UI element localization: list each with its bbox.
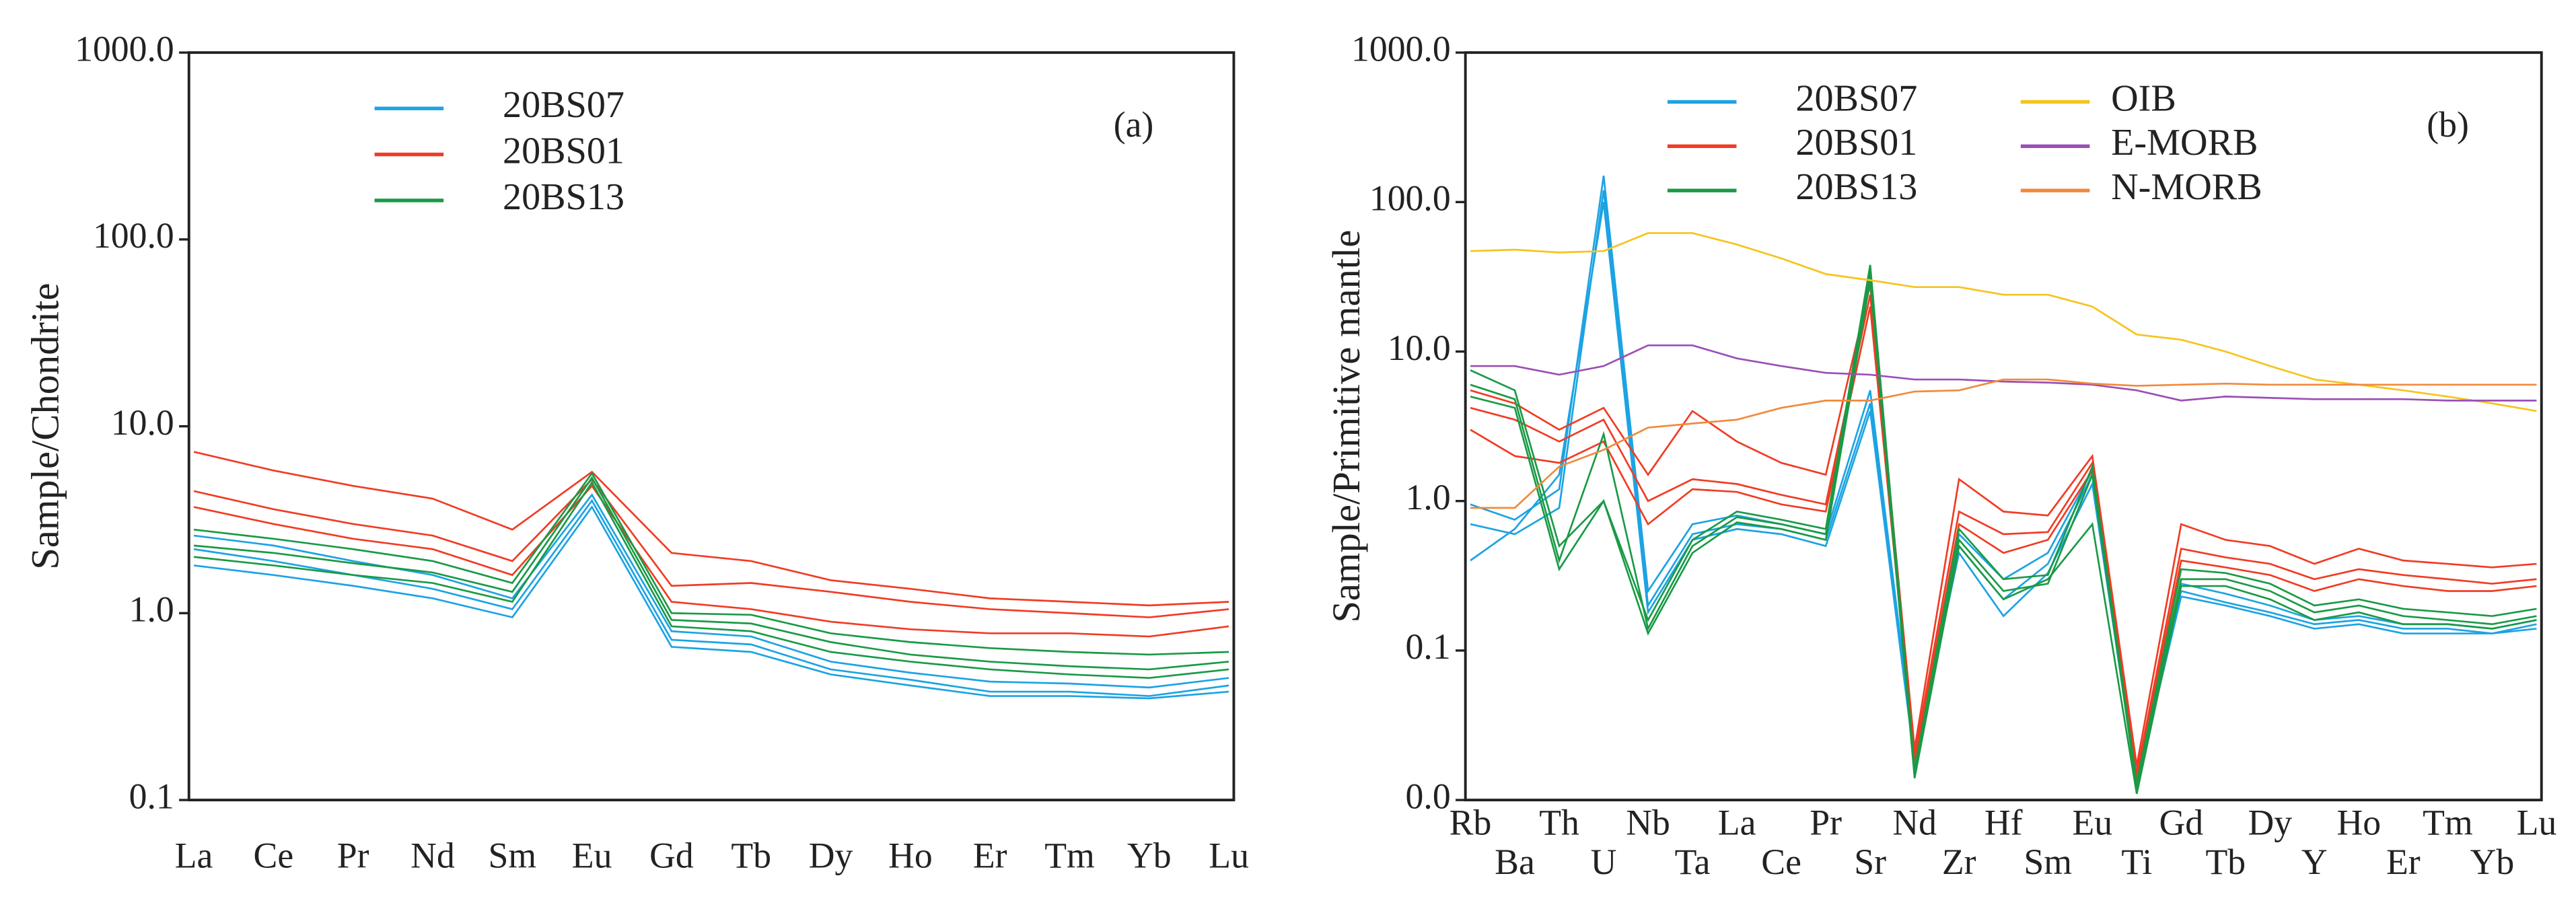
x-tick-label: Nd bbox=[410, 835, 455, 875]
x-tick-label: Rb bbox=[1450, 802, 1492, 842]
x-tick-label: Tb bbox=[2205, 842, 2246, 882]
y-tick-label: 10.0 bbox=[111, 402, 174, 443]
series-line bbox=[193, 499, 1229, 697]
series-line bbox=[193, 478, 1229, 618]
x-tick-label: Nb bbox=[1626, 802, 1670, 842]
x-tick-label: Y bbox=[2301, 842, 2328, 882]
series-line bbox=[1470, 272, 2537, 789]
x-tick-label: Gd bbox=[2159, 802, 2203, 842]
x-tick-label: Nd bbox=[1892, 802, 1937, 842]
x-tick-label: Eu bbox=[2072, 802, 2112, 842]
y-tick-label: 100.0 bbox=[1369, 178, 1451, 219]
series-line bbox=[193, 484, 1229, 638]
y-axis-label: Sample/Primitive mantle bbox=[1324, 230, 1368, 623]
x-tick-label: Dy bbox=[2248, 802, 2292, 842]
y-tick-label: 10.0 bbox=[1388, 328, 1451, 368]
x-tick-label: Lu bbox=[1209, 835, 1249, 875]
y-tick-label: 0.0 bbox=[1406, 776, 1451, 816]
x-tick-label: Tm bbox=[2423, 802, 2473, 842]
series-line bbox=[193, 472, 1229, 656]
y-axis-label: Sample/Chondrite bbox=[24, 283, 67, 569]
x-tick-label: Ce bbox=[1761, 842, 1801, 882]
x-tick-label: Ce bbox=[254, 835, 294, 875]
series-line bbox=[1470, 176, 2537, 770]
x-tick-label: Ti bbox=[2121, 842, 2152, 882]
series-line bbox=[1470, 378, 2537, 509]
x-tick-label: Ta bbox=[1675, 842, 1711, 882]
legend-label: 20BS07 bbox=[1795, 77, 1917, 119]
x-tick-label: Th bbox=[1539, 802, 1579, 842]
series-line bbox=[1470, 284, 2537, 766]
legend-label: 20BS07 bbox=[503, 84, 624, 126]
plot-frame bbox=[187, 51, 1236, 802]
series-line bbox=[193, 476, 1229, 671]
series-line bbox=[193, 451, 1229, 607]
x-tick-label: Er bbox=[2386, 842, 2421, 882]
x-tick-label: La bbox=[1718, 802, 1756, 842]
y-tick-label: 1000.0 bbox=[1351, 28, 1451, 69]
legend-label: 20BS13 bbox=[1795, 166, 1917, 208]
x-tick-label: Zr bbox=[1942, 842, 1976, 882]
x-tick-label: Lu bbox=[2517, 802, 2557, 842]
x-tick-label: Hf bbox=[1984, 802, 2023, 842]
legend-label: N-MORB bbox=[2111, 166, 2262, 208]
y-tick-label: 100.0 bbox=[93, 215, 174, 256]
x-tick-label: Eu bbox=[572, 835, 612, 875]
legend-label: 20BS13 bbox=[503, 176, 624, 218]
series-line bbox=[193, 480, 1229, 680]
x-tick-label: U bbox=[1591, 842, 1617, 882]
y-tick-label: 0.1 bbox=[129, 776, 174, 816]
x-tick-label: Yb bbox=[2470, 842, 2515, 882]
x-tick-label: Pr bbox=[337, 835, 369, 875]
x-tick-label: Sm bbox=[489, 835, 537, 875]
series-line bbox=[193, 493, 1229, 689]
x-tick-label: Ba bbox=[1495, 842, 1535, 882]
y-tick-label: 0.1 bbox=[1406, 626, 1451, 667]
y-tick-label: 1000.0 bbox=[75, 28, 174, 69]
series-line bbox=[193, 505, 1229, 700]
x-tick-label: La bbox=[175, 835, 213, 875]
legend-label: E-MORB bbox=[2111, 122, 2258, 163]
legend-label: 20BS01 bbox=[503, 130, 624, 172]
series-line bbox=[1470, 202, 2537, 784]
series-line bbox=[1470, 306, 2537, 778]
series-line bbox=[1470, 280, 2537, 795]
legend-label: 20BS01 bbox=[1795, 122, 1917, 163]
x-tick-label: Dy bbox=[809, 835, 853, 875]
y-tick-label: 1.0 bbox=[129, 589, 174, 630]
x-tick-label: Yb bbox=[1127, 835, 1172, 875]
x-tick-label: Sr bbox=[1854, 842, 1886, 882]
x-tick-label: Er bbox=[973, 835, 1007, 875]
x-tick-label: Tm bbox=[1044, 835, 1095, 875]
x-tick-label: Tb bbox=[731, 835, 771, 875]
series-line bbox=[1470, 264, 2537, 784]
series-line bbox=[1470, 190, 2537, 774]
y-tick-label: 1.0 bbox=[1406, 477, 1451, 517]
series-line bbox=[1470, 294, 2537, 774]
series-line bbox=[1470, 344, 2537, 402]
panel-label: (a) bbox=[1114, 104, 1154, 145]
x-tick-label: Pr bbox=[1810, 802, 1842, 842]
x-tick-label: Ho bbox=[888, 835, 933, 875]
plot-frame bbox=[1464, 51, 2543, 802]
x-tick-label: Sm bbox=[2024, 842, 2072, 882]
legend-label: OIB bbox=[2111, 77, 2176, 119]
panel-label: (b) bbox=[2427, 104, 2469, 145]
x-tick-label: Gd bbox=[649, 835, 694, 875]
x-tick-label: Ho bbox=[2337, 802, 2382, 842]
